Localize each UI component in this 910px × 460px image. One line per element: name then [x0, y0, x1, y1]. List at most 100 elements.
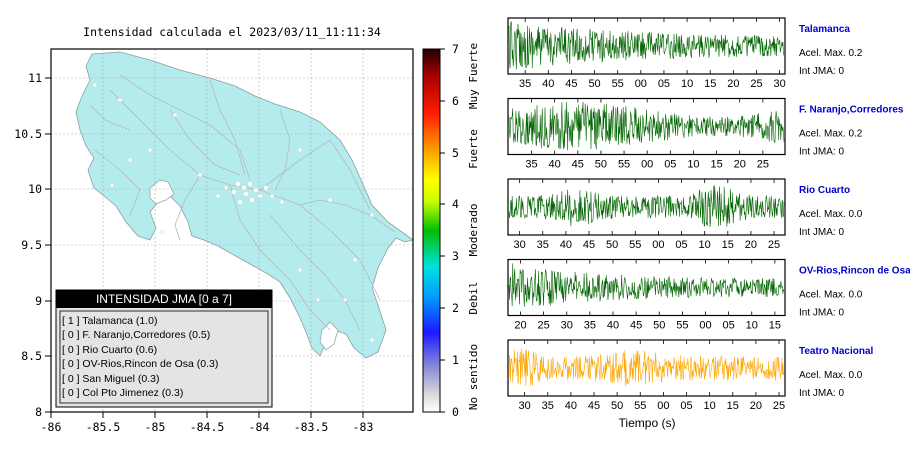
waveform-tick-label: 05: [664, 159, 676, 171]
map-x-tick: -83.5: [294, 420, 329, 434]
waveform-tick-label: 20: [514, 320, 526, 332]
waveform-tick-label: 30: [518, 400, 530, 412]
colorbar-category: Moderado: [467, 204, 480, 257]
waveform-tick-label: 50: [653, 320, 665, 332]
waveform-tick-label: 15: [727, 400, 739, 412]
waveform-tick-label: 10: [746, 320, 758, 332]
colorbar-tick: 5: [452, 146, 459, 160]
waveform-tick-label: 15: [769, 320, 781, 332]
waveform-tick-label: 50: [611, 400, 623, 412]
waveform-tick-label: 55: [629, 239, 641, 251]
station-int-jma: Int JMA: 0: [799, 227, 844, 238]
map-x-axis: -86 -85.5 -85 -84.5 -84 -83.5 -83: [41, 412, 374, 434]
station-name: Talamanca: [799, 24, 850, 35]
colorbar-tick: 0: [452, 405, 459, 419]
gulf-nicoya: [149, 179, 175, 205]
station-acel-max: Acel. Max. 0.2: [799, 129, 863, 140]
waveform-trace: [508, 263, 785, 307]
intensity-legend: INTENSIDAD JMA [0 a 7] [ 1 ] Talamanca (…: [55, 289, 273, 408]
waveform-tick-label: 25: [537, 320, 549, 332]
station-acel-max: Acel. Max. 0.0: [799, 209, 863, 220]
waveform-tick-label: 55: [634, 400, 646, 412]
waveform-panel: 35 40 45 50 55 00 05 10 15 20 25 F. Naranjo,Corredo…: [507, 97, 904, 171]
waveform-tick-label: 05: [723, 320, 735, 332]
waveform-tick-label: 00: [641, 159, 653, 171]
waveform-tick-label: 25: [773, 400, 785, 412]
colorbar-category: Muy Fuerte: [467, 43, 480, 109]
waveform-tick-label: 05: [680, 400, 692, 412]
waveform-tick-label: 30: [561, 320, 573, 332]
waveform-tick-label: 20: [727, 78, 739, 90]
waveform-tick-label: 55: [676, 320, 688, 332]
map-frame: [50, 48, 414, 413]
waveform-tick-label: 45: [630, 320, 642, 332]
colorbar-category: Fuerte: [467, 129, 480, 169]
map-x-tick: -84.5: [190, 420, 225, 434]
waveform-panel: 20 25 30 35 40 45 50 55 00 05 10 15 OV-Rios,Rincon d…: [507, 258, 910, 332]
waveform-tick-label: 00: [699, 320, 711, 332]
map-x-tick: -84: [249, 420, 270, 434]
waveform-tick-label: 35: [525, 159, 537, 171]
legend-item: [ 0 ] San Miguel (0.3): [62, 373, 159, 385]
waveform-tick-label: 10: [699, 239, 711, 251]
waveform-tick-label: 35: [584, 320, 596, 332]
waveform-trace: [508, 348, 785, 387]
waveform-tick-label: 10: [681, 78, 693, 90]
colorbar-tick: 3: [452, 249, 459, 263]
map-x-tick: -86: [41, 420, 62, 434]
station-name: F. Naranjo,Corredores: [799, 105, 904, 116]
station-int-jma: Int JMA: 0: [799, 308, 844, 319]
waveform-tick-label: 30: [514, 239, 526, 251]
waveform-tick-label: 45: [588, 400, 600, 412]
colorbar-tick: 1: [452, 353, 459, 367]
colorbar-tick: 7: [452, 42, 459, 56]
waveform-tick-label: 00: [635, 78, 647, 90]
legend-item: [ 0 ] OV-Rios,Rincon de Osa (0.3): [62, 358, 218, 370]
waveform-tick-label: 40: [607, 320, 619, 332]
costa-rica-land: [75, 51, 414, 359]
map-y-tick: 8.5: [21, 349, 42, 363]
map-y-tick: 9.5: [21, 238, 42, 252]
waveform-tick-label: 35: [542, 400, 554, 412]
station-acel-max: Acel. Max. 0.2: [799, 48, 863, 59]
waveform-tick-label: 05: [658, 78, 670, 90]
map-y-tick: 9: [35, 294, 42, 308]
legend-item: [ 1 ] Talamanca (1.0): [62, 315, 158, 327]
map-x-tick: -85: [145, 420, 166, 434]
waveform-panel: 30 35 40 45 50 55 00 05 10 15 20 25 Rio Cuarto Acel. …: [507, 178, 863, 251]
map-y-tick: 11: [28, 71, 42, 85]
waveform-panels: 35 40 45 50 55 00 05 10 15 20 25 30 Talamanca Acel. M…: [507, 17, 910, 412]
waveform-tick-label: 25: [750, 78, 762, 90]
waveform-tick-label: 20: [750, 400, 762, 412]
colorbar-category: Debil: [467, 281, 480, 314]
colorbar-gradient: [422, 48, 441, 413]
station-name: Teatro Nacional: [799, 346, 873, 357]
waveform-panel: 30 35 40 45 50 55 00 05 10 15 20 25 Teatro Nacional A…: [507, 339, 873, 412]
map-title: Intensidad calculada el 2023/03/11_11:11…: [83, 25, 381, 39]
legend-item: [ 0 ] Rio Cuarto (0.6): [62, 344, 157, 356]
waveform-tick-label: 45: [583, 239, 595, 251]
waveform-tick-label: 10: [687, 159, 699, 171]
waveform-xlabel: Tiempo (s): [619, 416, 676, 430]
waveform-tick-label: 30: [773, 78, 785, 90]
waveform-trace: [508, 101, 785, 151]
colorbar-category: No sentido: [467, 344, 480, 410]
colorbar: 7 6 5 4 3 2 1 0 Muy Fuerte Fuerte Modera…: [422, 42, 480, 419]
map-y-axis: 11 10.5 10 9.5 9 8.5 8: [14, 71, 51, 419]
map-x-tick: -83: [353, 420, 374, 434]
waveform-tick-label: 40: [560, 239, 572, 251]
waveform-tick-label: 50: [595, 159, 607, 171]
golfo-dulce: [319, 321, 339, 351]
waveform-panel: 35 40 45 50 55 00 05 10 15 20 25 30 Talamanca Acel. M…: [507, 17, 863, 90]
station-name: Rio Cuarto: [799, 185, 850, 196]
legend-item: [ 0 ] F. Naranjo,Corredores (0.5): [62, 329, 210, 341]
waveform-tick-label: 15: [704, 78, 716, 90]
waveform-tick-label: 10: [704, 400, 716, 412]
colorbar-tick: 4: [452, 197, 459, 211]
waveform-tick-label: 45: [572, 159, 584, 171]
waveform-tick-label: 50: [588, 78, 600, 90]
map-y-tick: 10.5: [14, 127, 42, 141]
waveform-tick-label: 55: [618, 159, 630, 171]
map-grid: [51, 49, 413, 412]
